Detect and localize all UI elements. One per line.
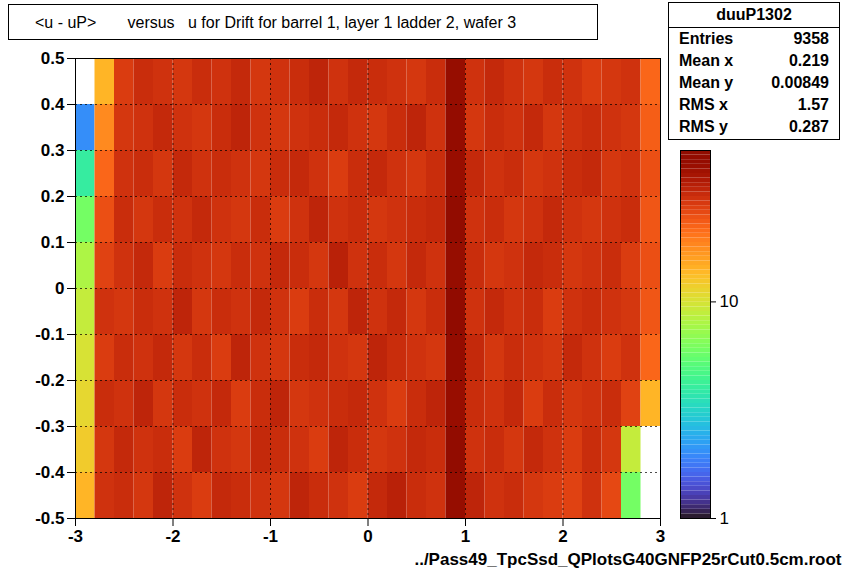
svg-text:2: 2	[558, 527, 567, 546]
svg-text:-0.1: -0.1	[35, 325, 64, 344]
svg-text:3: 3	[656, 527, 665, 546]
svg-text:10: 10	[720, 292, 739, 311]
html-text:Mean y: Mean y	[679, 74, 734, 91]
svg-text:0: 0	[55, 279, 64, 298]
svg-text:-0.3: -0.3	[35, 417, 64, 436]
html-text:<u - uP> versus u for Drift fo: <u - uP> versus u for Drift for barrel 1…	[35, 14, 517, 31]
svg-text:0.1: 0.1	[41, 233, 65, 252]
html-text:0.287: 0.287	[789, 118, 829, 135]
svg-text:0.5: 0.5	[41, 49, 65, 68]
html-text:RMS y: RMS y	[679, 118, 728, 135]
html-text:0.00849: 0.00849	[771, 74, 829, 91]
html-text:9358: 9358	[793, 30, 829, 47]
html-text:RMS x: RMS x	[679, 96, 728, 113]
html-text:Entries: Entries	[679, 30, 734, 47]
svg-text:-3: -3	[68, 527, 83, 546]
svg-text:0: 0	[363, 527, 372, 546]
svg-text:-0.4: -0.4	[35, 463, 65, 482]
svg-text:../Pass49_TpcSsd_QPlotsG40GNFP: ../Pass49_TpcSsd_QPlotsG40GNFP25rCut0.5c…	[414, 550, 841, 569]
html-text:0.219: 0.219	[789, 52, 829, 69]
svg-text:0.4: 0.4	[41, 95, 65, 114]
svg-text:-1: -1	[263, 527, 278, 546]
svg-text:0.2: 0.2	[41, 187, 65, 206]
svg-text:1: 1	[720, 509, 729, 528]
svg-text:1: 1	[461, 527, 470, 546]
html-text:Mean x: Mean x	[679, 52, 734, 69]
html-text:duuP1302: duuP1302	[716, 6, 792, 23]
svg-text:-2: -2	[165, 527, 180, 546]
svg-text:-0.2: -0.2	[35, 371, 64, 390]
svg-text:0.3: 0.3	[41, 141, 65, 160]
svg-text:-0.5: -0.5	[35, 509, 64, 528]
html-text:1.57: 1.57	[797, 96, 829, 113]
